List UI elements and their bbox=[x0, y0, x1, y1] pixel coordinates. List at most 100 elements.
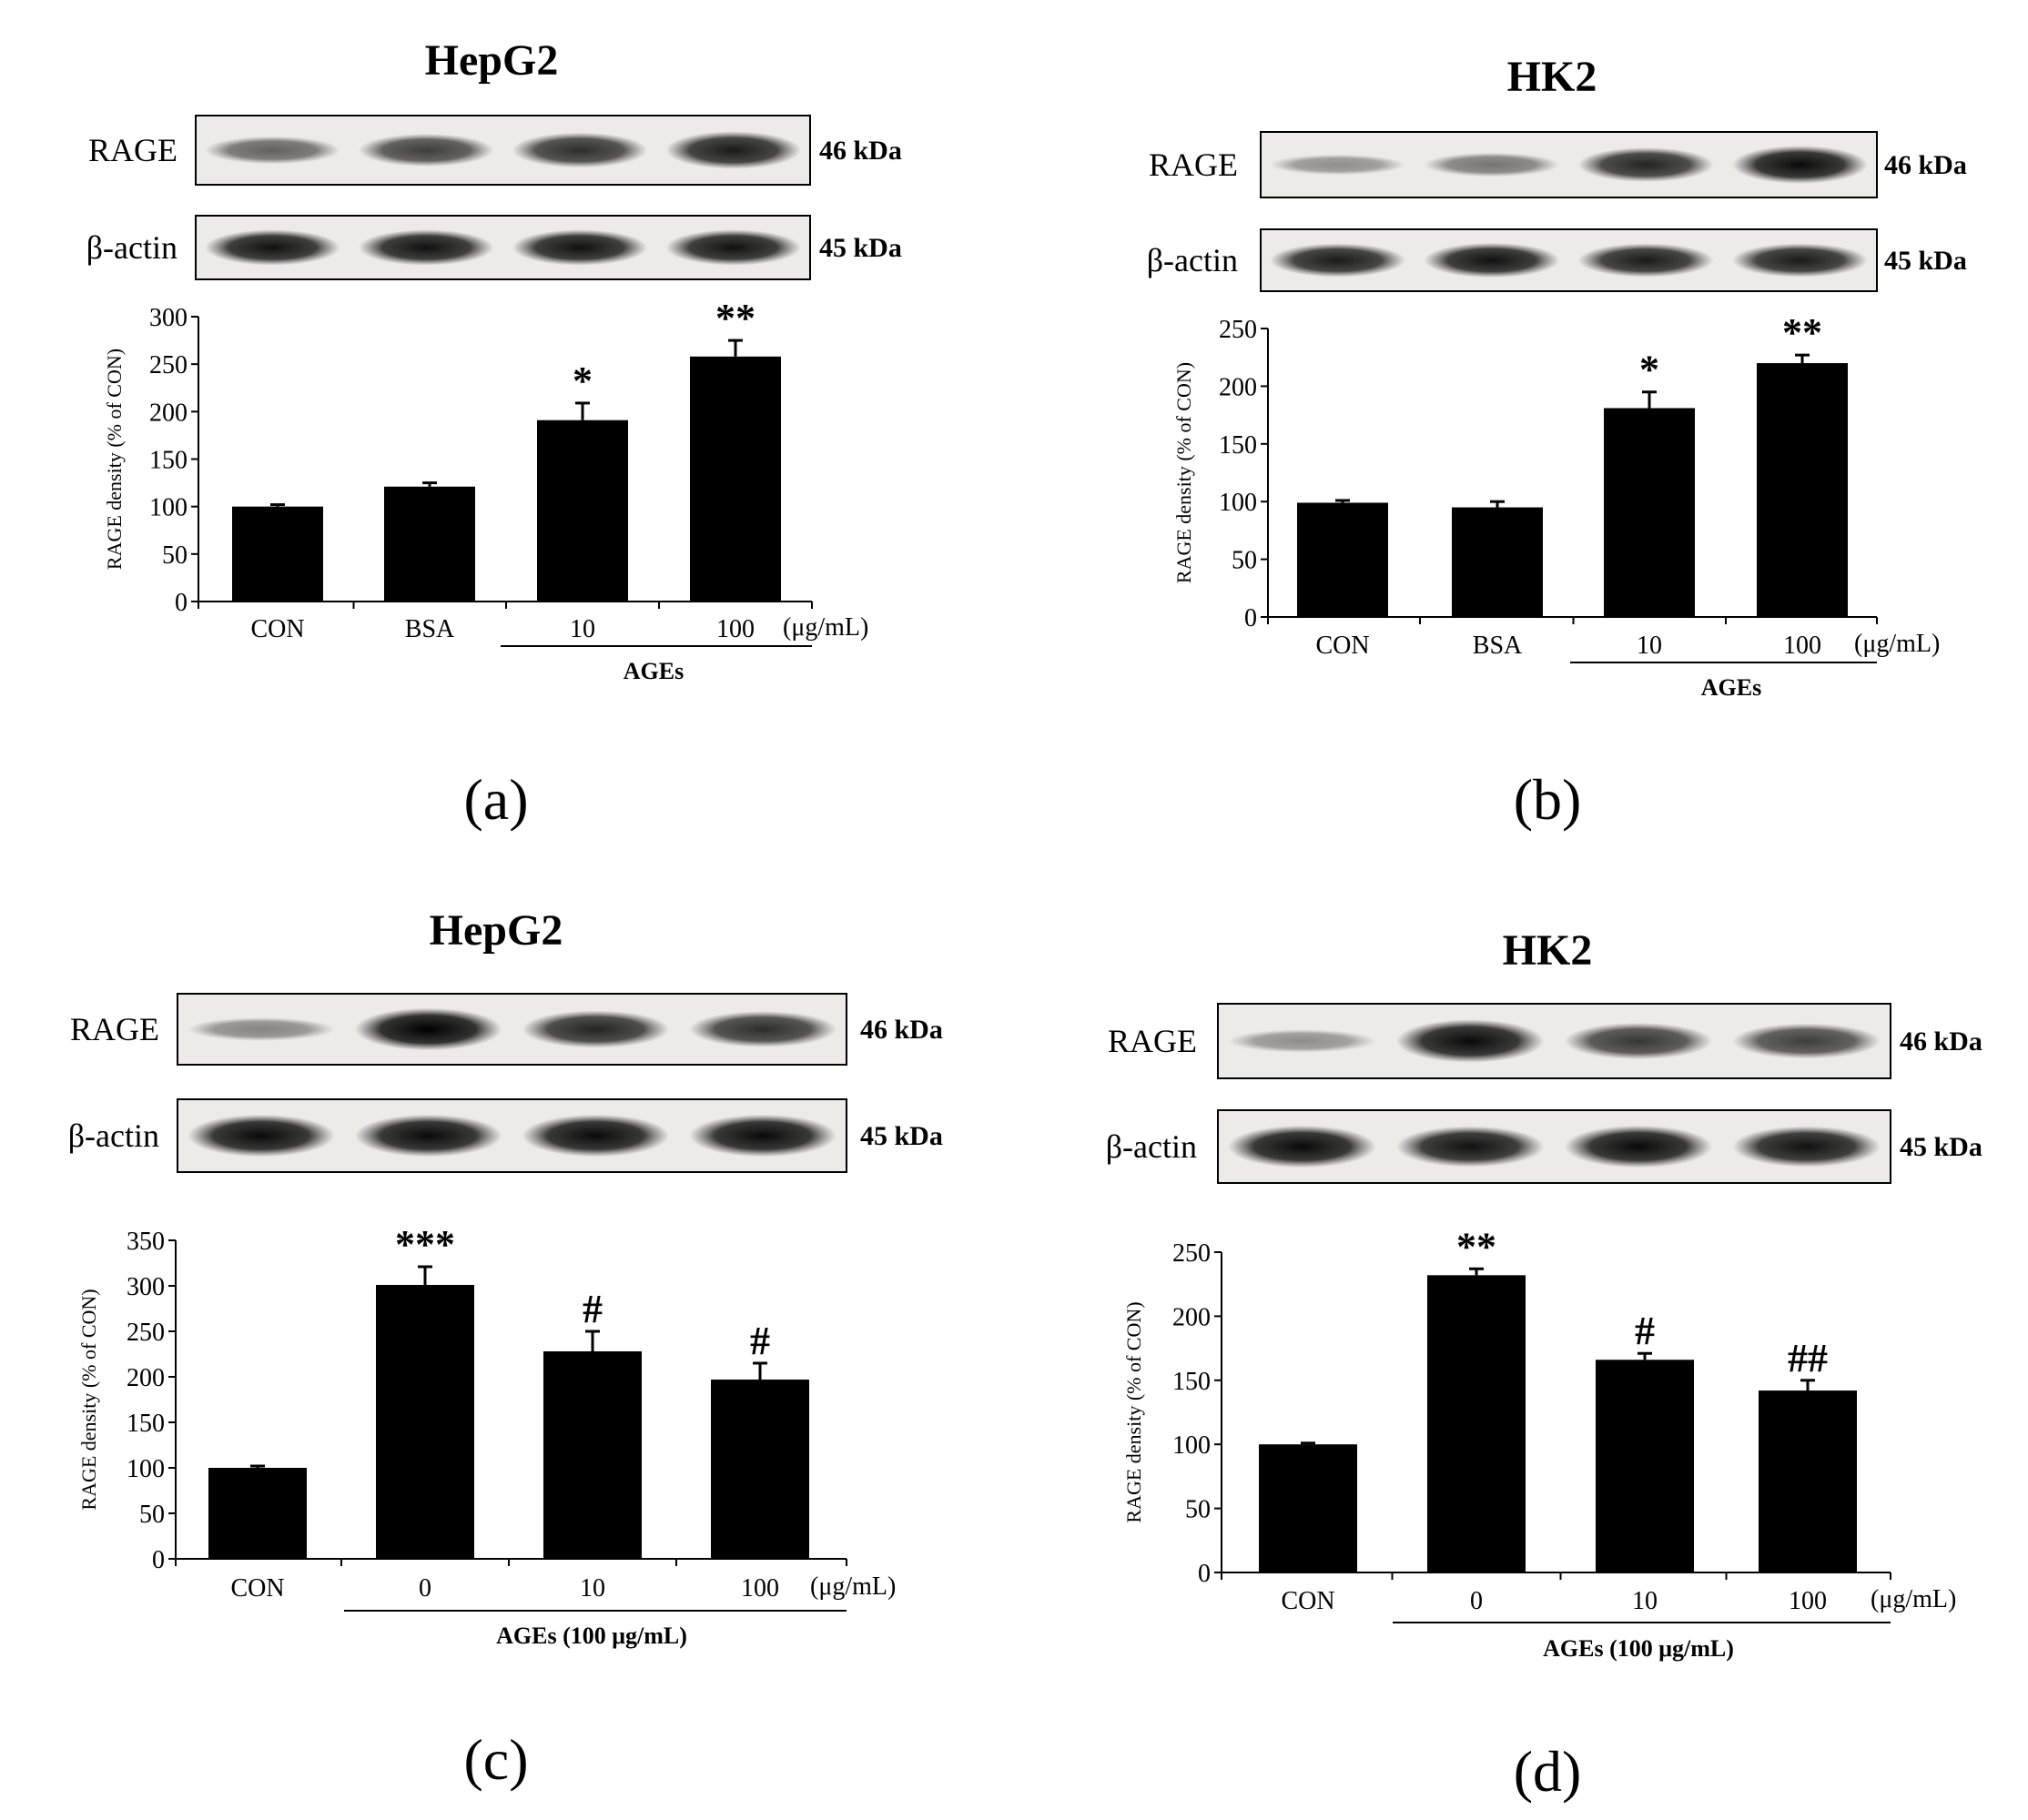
blot-beta-actin: β-actin 45 kDa bbox=[86, 215, 902, 280]
y-axis-label: RAGE density (% of CON) bbox=[1122, 1301, 1145, 1522]
blot-row-label: RAGE bbox=[88, 132, 177, 168]
y-tick-label: 150 bbox=[127, 1410, 165, 1438]
panel-title: HepG2 bbox=[425, 36, 559, 85]
bar bbox=[537, 420, 628, 602]
y-tick-label: 250 bbox=[127, 1319, 165, 1347]
group-label: AGEs bbox=[1701, 674, 1761, 701]
y-tick-label: 50 bbox=[1185, 1496, 1211, 1524]
bar bbox=[384, 486, 475, 602]
blot-band bbox=[1395, 1019, 1545, 1063]
category-label: 100 bbox=[741, 1574, 779, 1603]
blot-band bbox=[665, 229, 801, 266]
y-tick-label: 100 bbox=[1172, 1431, 1211, 1460]
blot-band bbox=[1731, 146, 1868, 184]
y-tick-label: 300 bbox=[149, 304, 188, 332]
blot-band bbox=[358, 133, 494, 167]
group-label: AGEs bbox=[624, 658, 684, 684]
y-tick-label: 150 bbox=[149, 447, 188, 475]
blot-kda-label: 45 kDa bbox=[819, 233, 902, 263]
bar bbox=[1259, 1444, 1357, 1572]
blot-band bbox=[358, 229, 494, 266]
blot-kda-label: 45 kDa bbox=[860, 1121, 943, 1151]
y-tick-label: 0 bbox=[1244, 604, 1257, 632]
y-tick-label: 100 bbox=[1219, 489, 1257, 517]
bar bbox=[711, 1380, 809, 1559]
y-tick-label: 200 bbox=[1172, 1303, 1211, 1331]
y-tick-label: 100 bbox=[127, 1455, 165, 1483]
y-axis-label: RAGE density (% of CON) bbox=[103, 349, 126, 570]
blot-band bbox=[665, 131, 801, 169]
blot-band bbox=[689, 1011, 837, 1047]
y-tick-label: 50 bbox=[162, 541, 188, 570]
category-label: CON bbox=[230, 1574, 284, 1603]
significance-label: ** bbox=[1782, 310, 1822, 355]
y-tick-label: 250 bbox=[1172, 1239, 1211, 1268]
bar bbox=[1297, 502, 1388, 617]
y-tick-label: 0 bbox=[152, 1546, 165, 1574]
bar bbox=[1604, 408, 1695, 617]
y-tick-label: 200 bbox=[149, 399, 188, 427]
blot-band bbox=[1228, 1029, 1376, 1053]
significance-label: ** bbox=[715, 296, 755, 340]
category-label: BSA bbox=[405, 615, 455, 643]
blot-row-label: β-actin bbox=[86, 229, 177, 266]
panel-b: HK2 RAGE 46 kDa β-actin 45 kDa 0 50 100 150 200 25… bbox=[1147, 53, 1967, 832]
y-axis-label: RAGE density (% of CON) bbox=[77, 1289, 100, 1510]
blot-kda-label: 46 kDa bbox=[1900, 1026, 1982, 1057]
blot-band bbox=[1424, 152, 1560, 177]
y-tick-label: 200 bbox=[1219, 373, 1257, 401]
blot-row-label: β-actin bbox=[68, 1117, 159, 1154]
blot-row-label: RAGE bbox=[70, 1011, 159, 1047]
blot-rage: RAGE 46 kDa bbox=[1108, 1003, 1982, 1079]
unit-label: (μg/mL) bbox=[810, 1572, 896, 1601]
bar bbox=[232, 506, 323, 602]
y-tick-label: 50 bbox=[139, 1501, 165, 1529]
blot-band bbox=[689, 1114, 837, 1158]
blot-band bbox=[1732, 1126, 1881, 1168]
panel-letter: (a) bbox=[463, 767, 528, 832]
blot-band bbox=[188, 1017, 335, 1041]
blot-row-label: β-actin bbox=[1147, 242, 1238, 278]
blot-row-label: β-actin bbox=[1106, 1128, 1197, 1165]
blot-kda-label: 46 kDa bbox=[860, 1015, 943, 1045]
category-label: 10 bbox=[570, 615, 595, 643]
blot-band bbox=[1395, 1126, 1545, 1168]
blot-band bbox=[522, 1010, 670, 1048]
bar bbox=[1452, 507, 1543, 617]
unit-label: (μg/mL) bbox=[783, 613, 868, 642]
bar bbox=[543, 1351, 642, 1559]
blot-frame bbox=[1217, 1109, 1891, 1184]
bar bbox=[690, 356, 781, 602]
category-label: CON bbox=[250, 615, 304, 643]
panel-a: HepG2 RAGE 46 kDa β-actin 45 kDa 0 50 100 150 200… bbox=[86, 36, 902, 832]
panel-title: HepG2 bbox=[430, 906, 563, 955]
y-tick-label: 200 bbox=[127, 1364, 165, 1392]
blot-band bbox=[512, 132, 648, 168]
y-tick-label: 150 bbox=[1219, 431, 1257, 460]
significance-label: # bbox=[1635, 1309, 1655, 1353]
blot-kda-label: 46 kDa bbox=[819, 136, 902, 166]
panel-letter: (d) bbox=[1514, 1739, 1582, 1804]
blot-band bbox=[205, 229, 340, 266]
blot-beta-actin: β-actin 45 kDa bbox=[1147, 228, 1967, 292]
blot-band bbox=[1564, 1022, 1713, 1060]
y-tick-label: 0 bbox=[1198, 1560, 1211, 1588]
blot-band bbox=[1270, 154, 1406, 176]
blot-kda-label: 46 kDa bbox=[1884, 150, 1967, 180]
bar-chart: 0 50 100 150 200 250 300 RAGE density (% of CON… bbox=[103, 296, 868, 684]
significance-label: # bbox=[583, 1287, 603, 1331]
blot-band bbox=[354, 1007, 502, 1051]
blot-band bbox=[188, 1114, 335, 1158]
bar bbox=[1757, 363, 1848, 617]
blot-band bbox=[1270, 243, 1406, 278]
category-label: 100 bbox=[1789, 1587, 1827, 1615]
blot-beta-actin: β-actin 45 kDa bbox=[68, 1098, 943, 1173]
blot-band bbox=[1564, 1125, 1713, 1168]
blot-rage: RAGE 46 kDa bbox=[88, 115, 902, 186]
blot-band bbox=[1577, 147, 1714, 183]
category-label: 10 bbox=[580, 1574, 605, 1603]
category-label: 100 bbox=[716, 615, 755, 643]
category-label: 100 bbox=[1783, 632, 1821, 660]
